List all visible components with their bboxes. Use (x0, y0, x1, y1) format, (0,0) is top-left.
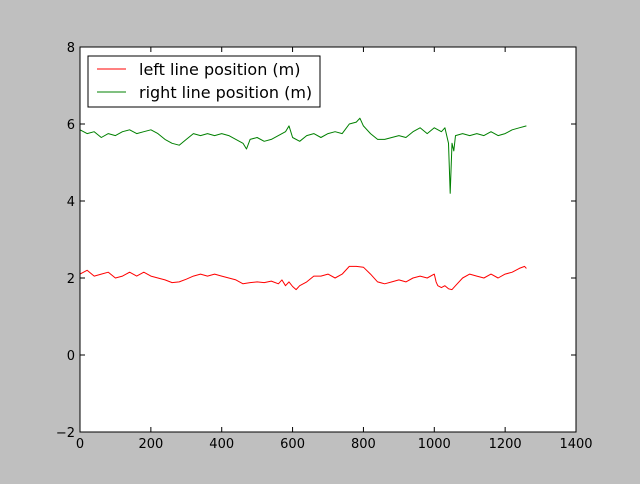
y-tick-label: 2 (67, 272, 75, 287)
y-tick-label: 6 (67, 118, 75, 133)
legend-label-left: left line position (m) (139, 60, 301, 79)
series-line-right (79, 117, 527, 194)
y-tick-label: 4 (67, 195, 75, 210)
legend-label-right: right line position (m) (139, 83, 312, 102)
x-tick-label: 400 (209, 437, 234, 452)
y-tick-label: 8 (67, 41, 75, 56)
x-tick-label: 600 (280, 437, 305, 452)
x-tick-label: 200 (138, 437, 163, 452)
x-tick-label: 0 (76, 437, 84, 452)
plot-frame (79, 46, 577, 433)
y-tick-label: −2 (56, 426, 75, 441)
series-layer (79, 117, 527, 291)
legend: left line position (m) right line positi… (87, 55, 321, 108)
x-tick-label: 800 (351, 437, 376, 452)
x-tick-label: 1400 (559, 437, 592, 452)
plot-area (80, 47, 576, 432)
y-tick-label: 0 (67, 349, 75, 364)
x-tick-label: 1000 (418, 437, 451, 452)
legend-box (87, 55, 321, 108)
x-tick-label: 1200 (489, 437, 522, 452)
series-line-left (79, 265, 527, 291)
